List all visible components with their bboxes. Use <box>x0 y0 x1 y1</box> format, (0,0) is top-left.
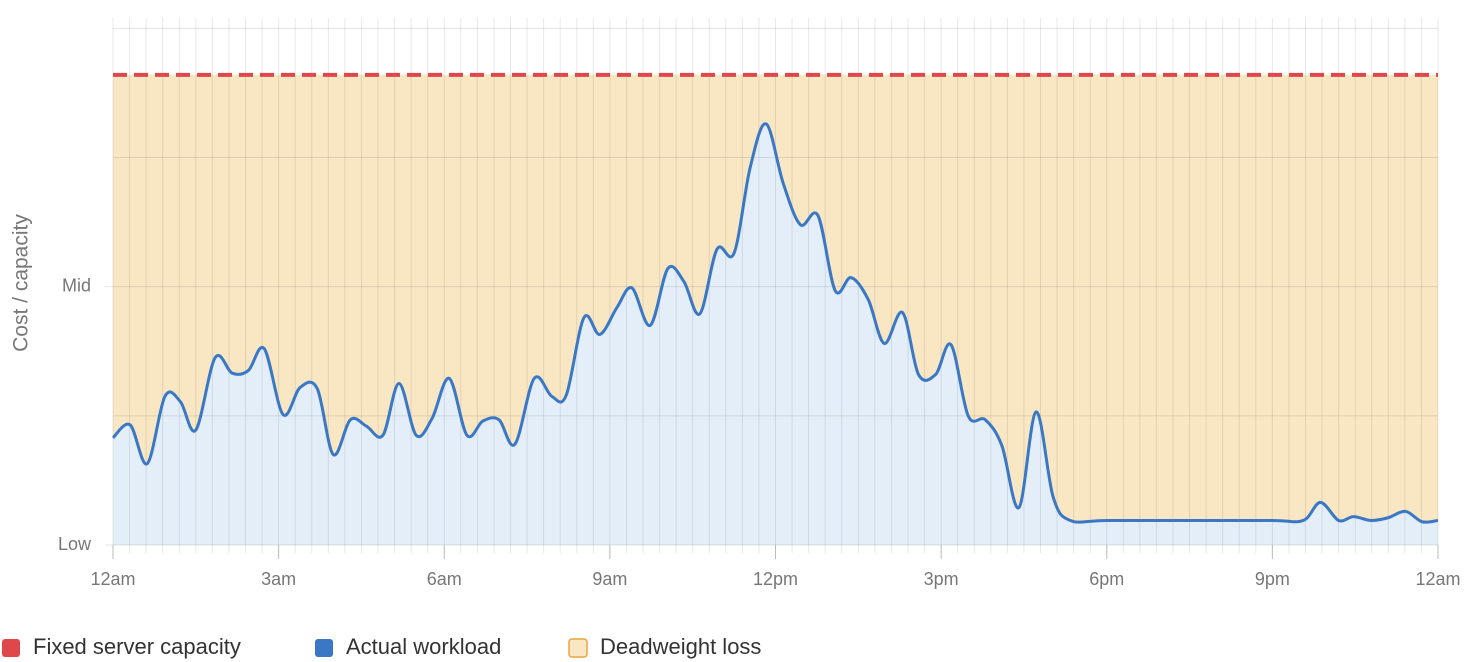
legend-label: Actual workload <box>346 634 501 659</box>
legend-swatch <box>2 639 20 657</box>
workload-area <box>113 123 1438 545</box>
x-tick-label: 9pm <box>1255 569 1290 589</box>
workload-line <box>111 122 1439 524</box>
x-tick-label: 3pm <box>924 569 959 589</box>
legend-label: Deadweight loss <box>600 634 761 659</box>
x-tick-label: 9am <box>592 569 627 589</box>
x-tick-label: 6am <box>427 569 462 589</box>
x-tick-label: 3am <box>261 569 296 589</box>
y-tick-label: Mid <box>62 275 91 295</box>
x-tick-label: 12am <box>90 569 135 589</box>
legend-swatch <box>568 638 588 658</box>
deadweight-area <box>113 74 1438 523</box>
legend-label: Fixed server capacity <box>33 634 241 659</box>
x-tick-label: 12am <box>1415 569 1460 589</box>
x-tick-label: 6pm <box>1089 569 1124 589</box>
y-axis-label: Cost / capacity <box>10 214 33 352</box>
legend-swatch <box>315 639 333 657</box>
y-tick-label: Low <box>58 534 92 554</box>
x-tick-label: 12pm <box>753 569 798 589</box>
